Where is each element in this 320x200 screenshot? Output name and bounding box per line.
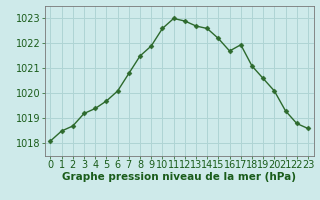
X-axis label: Graphe pression niveau de la mer (hPa): Graphe pression niveau de la mer (hPa) [62, 172, 296, 182]
